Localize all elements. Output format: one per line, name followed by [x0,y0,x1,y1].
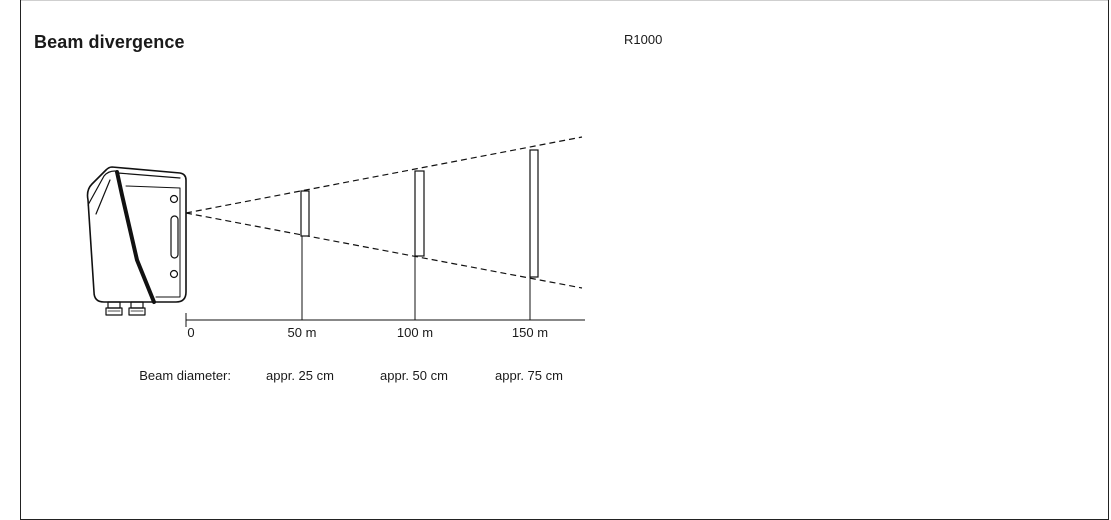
beam-sections [300,149,539,278]
top-divider [20,0,1109,1]
tick-label-0: 0 [187,325,194,340]
beam-upper-edge [185,136,583,214]
beam-section-150m [529,149,539,278]
model-label: R1000 [624,32,663,47]
beam-diameter-100m: appr. 50 cm [380,368,448,383]
beam-lower-edge [185,212,583,289]
distance-axis [185,313,585,327]
tick-label-100m: 100 m [397,325,433,340]
sensor-device-icon [86,166,187,316]
tick-label-150m: 150 m [512,325,548,340]
beam-diameter-150m: appr. 75 cm [495,368,563,383]
tick-label-50m: 50 m [288,325,317,340]
distance-drop-lines [301,236,531,320]
beam-diameter-label: Beam diameter: [139,368,231,383]
beam-diameter-50m: appr. 25 cm [266,368,334,383]
beam-section-100m [414,170,425,257]
figure-title: Beam divergence [34,32,185,52]
beam-cone [185,136,583,289]
beam-section-50m [300,190,310,237]
